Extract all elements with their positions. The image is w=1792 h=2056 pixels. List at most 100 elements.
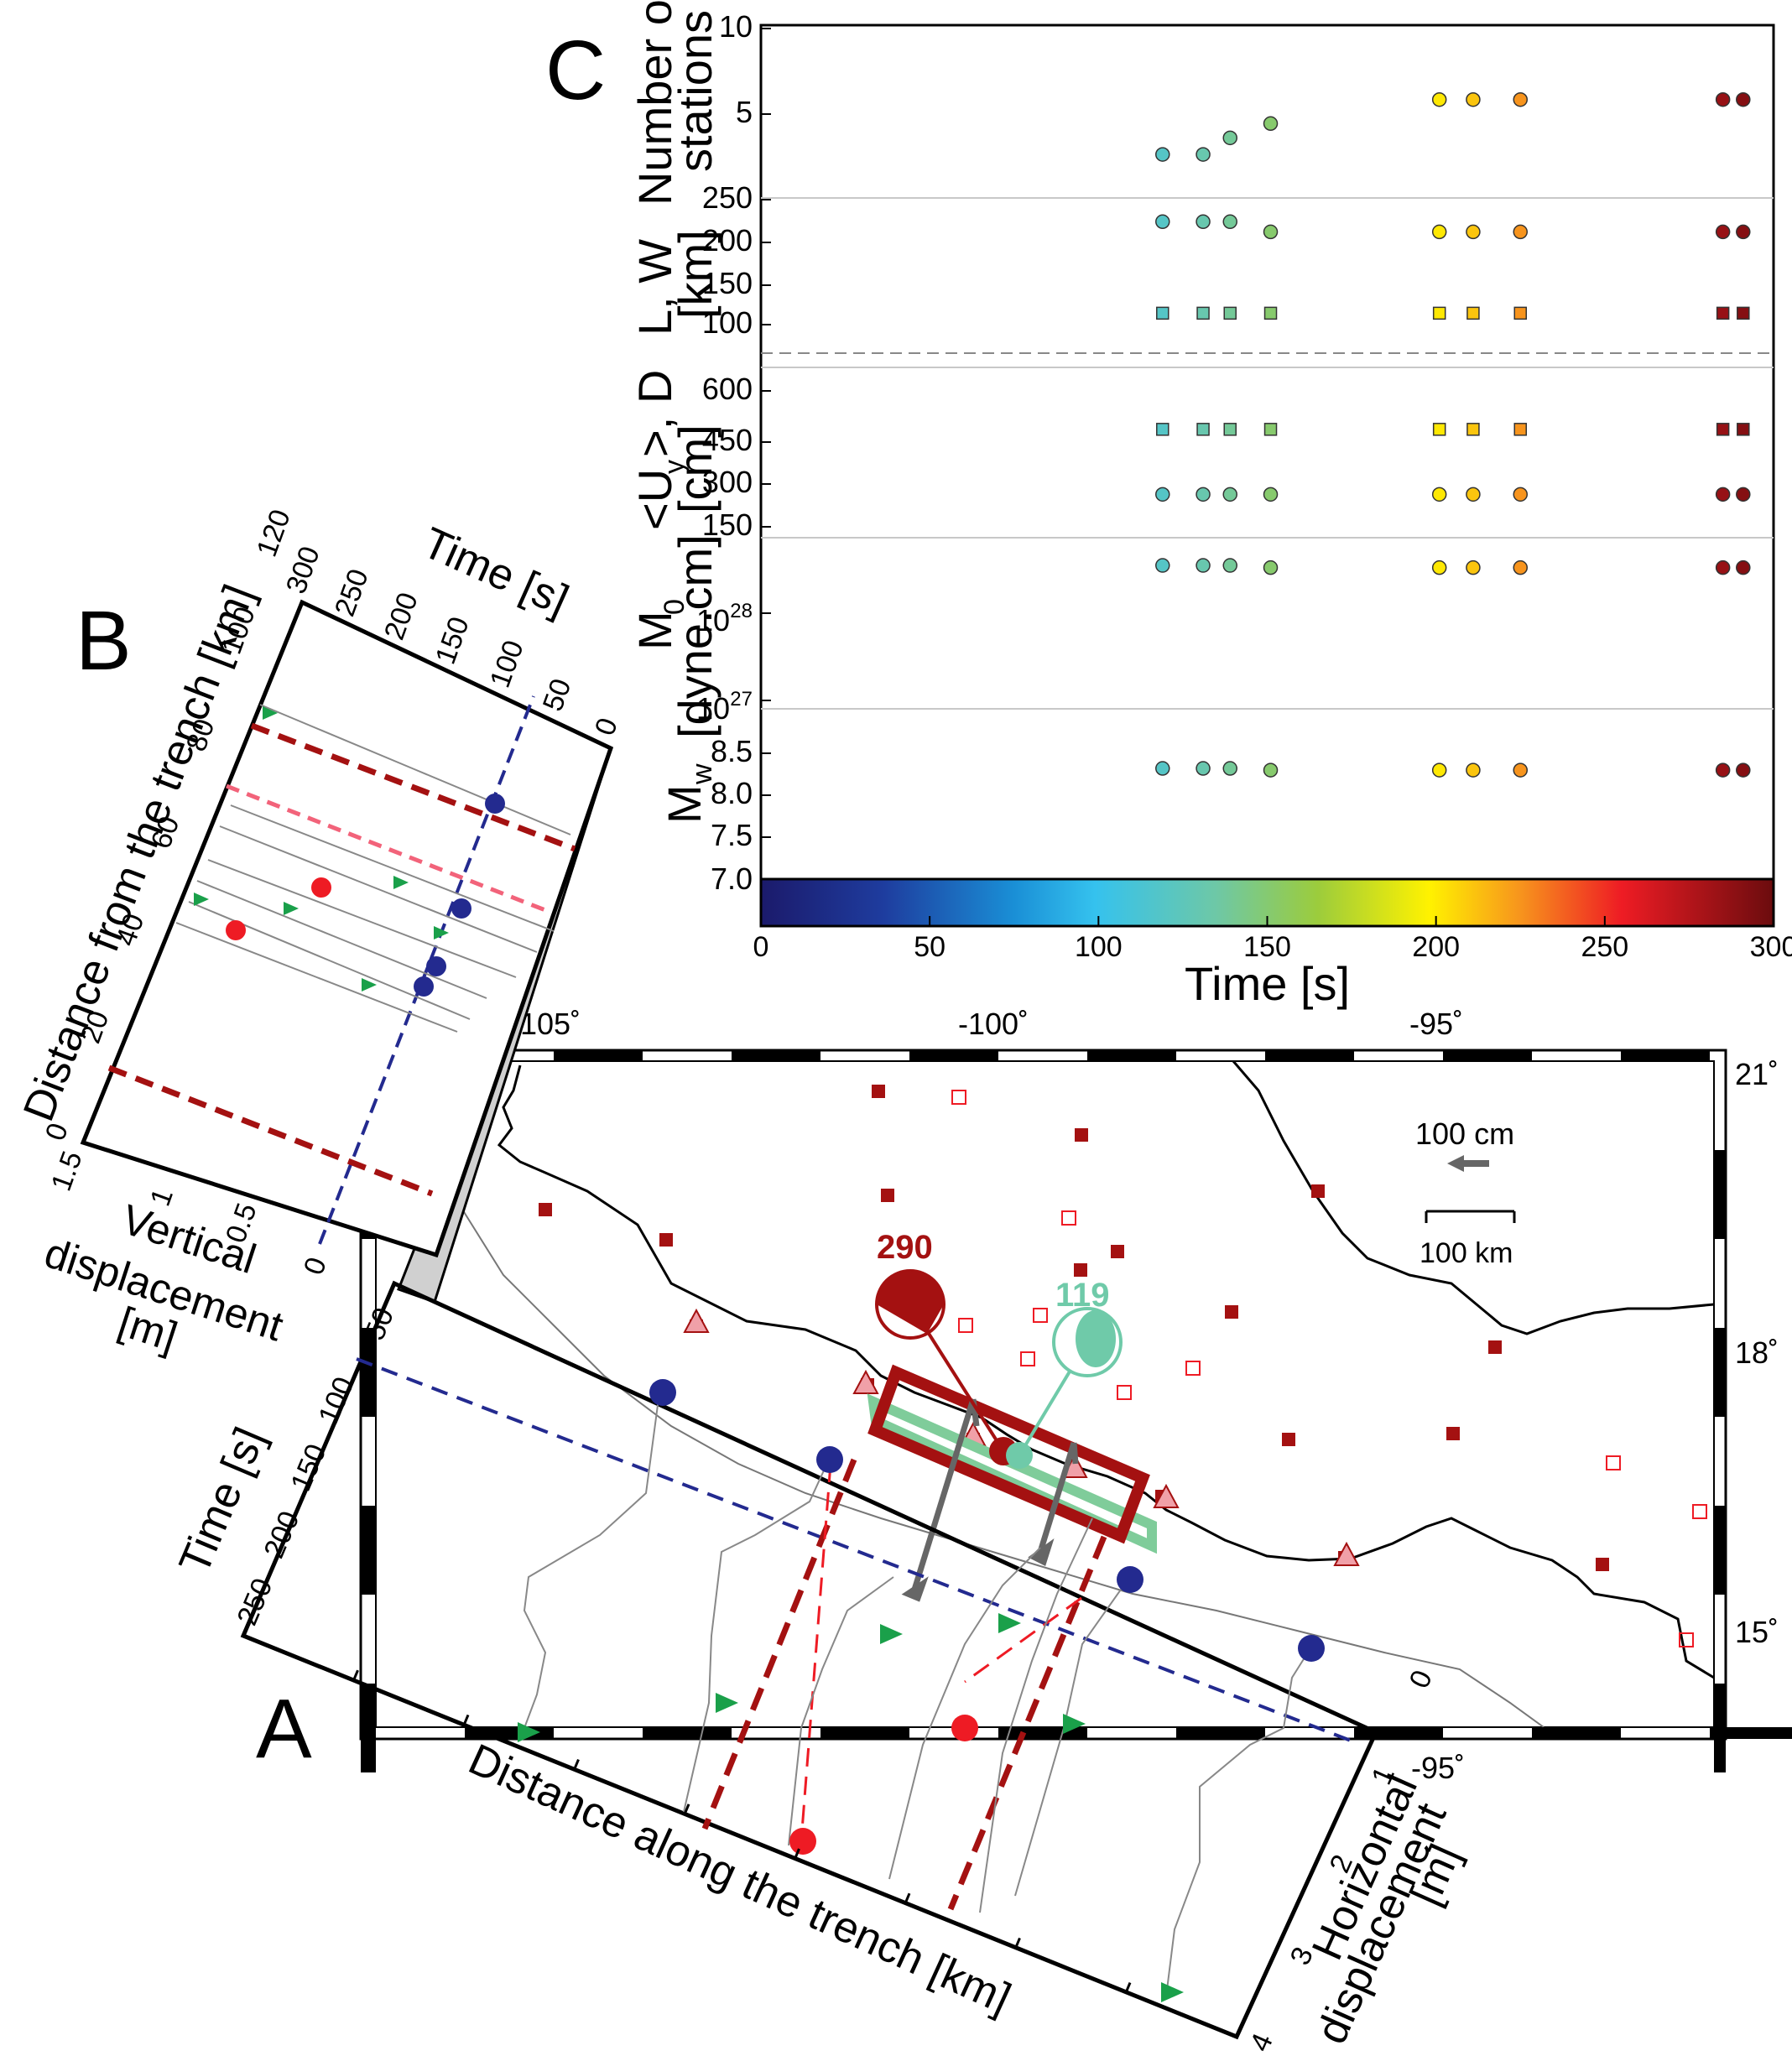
- data-point: [1263, 487, 1279, 502]
- border-segment: [554, 1050, 643, 1061]
- data-point: [1155, 147, 1170, 162]
- panel-a-frame: [240, 1280, 1379, 2040]
- coastline-gulf: [1232, 1061, 1714, 1335]
- a-edge-tick: [1014, 1937, 1021, 1949]
- data-point: [1715, 487, 1731, 502]
- data-point: [1222, 761, 1237, 776]
- data-point: [1431, 487, 1447, 502]
- station-filled: [539, 1203, 552, 1216]
- vector-scale-label: 100 cm: [1415, 1116, 1514, 1151]
- station-filled: [1311, 1184, 1325, 1198]
- data-point: [1155, 761, 1170, 776]
- a-blue-dot: [1117, 1566, 1143, 1593]
- time-tick-label: 150: [430, 612, 476, 668]
- data-point: [1222, 130, 1237, 146]
- b-green-marker: [284, 902, 299, 915]
- y-ticks: [761, 28, 771, 838]
- border-segment: [361, 1506, 376, 1595]
- time-tick-label: 0: [589, 714, 624, 740]
- ylabel-line: [dyne.cm]: [669, 534, 721, 738]
- data-point: [1513, 763, 1528, 778]
- a-green-marker: [716, 1693, 738, 1713]
- a-edge-tick: [904, 1892, 911, 1904]
- y-tick-exponent: 27: [730, 688, 753, 710]
- y-axis-labels: Number of stations L, W [km] <U y >, D […: [628, 0, 721, 824]
- ylabel-line: L, W: [628, 239, 681, 336]
- a-edge-tick: [462, 1714, 470, 1725]
- border-segment: [732, 1050, 820, 1061]
- border-segment: [1714, 1150, 1726, 1239]
- a-rupture-front: [356, 1357, 1352, 1742]
- a-green-marker: [1063, 1714, 1086, 1734]
- y-tick-label: 10: [696, 603, 730, 638]
- time-tick-label: 100: [484, 636, 530, 691]
- a-edge-tick: [352, 1669, 359, 1681]
- data-point: [1513, 91, 1528, 107]
- ylabel-line: M: [658, 784, 711, 824]
- data-point-square: [1156, 306, 1169, 320]
- y-tick-label: 150: [702, 266, 753, 300]
- data-point: [1196, 147, 1211, 162]
- border-segment: [1532, 1727, 1621, 1739]
- a-waveform: [788, 1576, 894, 1846]
- x-tick-label: 150: [1243, 931, 1291, 963]
- border-segment: [1087, 1050, 1176, 1061]
- b-green-marker: [194, 893, 209, 906]
- data-point-square: [1223, 423, 1237, 436]
- lat-tick-label: 18˚: [1735, 1335, 1779, 1370]
- border-segment: [1714, 1506, 1726, 1595]
- ylabel-line: M: [628, 611, 681, 650]
- panel-c: C 0 50 100 150 200 250 300 10 5 250 200 150 10…: [545, 0, 1792, 1010]
- station-filled: [881, 1189, 894, 1202]
- y-tick-label: 7.0: [711, 861, 753, 896]
- data-point: [1155, 487, 1170, 502]
- data-point-square: [1263, 423, 1278, 436]
- station-filled: [1075, 1128, 1088, 1142]
- a-waveform: [888, 1547, 1041, 1880]
- a-red-dot: [951, 1715, 978, 1741]
- a-dashed-boundary: [947, 1535, 1107, 1911]
- hypocenter-119: [1006, 1442, 1033, 1469]
- tide-gauge-triangle: [852, 1369, 879, 1394]
- station-open: [1692, 1504, 1707, 1519]
- panel-c-frame: [759, 23, 1775, 881]
- ylabel-line: >, D: [628, 370, 681, 457]
- disp-tick-label: 4: [1244, 2029, 1279, 2056]
- data-point-square: [1513, 306, 1527, 320]
- station-filled: [1225, 1305, 1238, 1319]
- disp-tick-label: 0: [298, 1253, 333, 1279]
- y-tick-label: 100: [702, 305, 753, 340]
- station-filled: [1488, 1340, 1502, 1354]
- lon-tick-label: 105˚: [520, 1007, 581, 1041]
- a-blue-dot: [816, 1446, 843, 1473]
- data-point-square: [1156, 423, 1169, 436]
- data-point: [1466, 91, 1481, 107]
- data-point-square: [1466, 306, 1480, 320]
- map-frame: [359, 1049, 1727, 1741]
- data-point: [1513, 560, 1528, 575]
- b-rupture-front: [318, 695, 535, 1245]
- data-point: [1263, 116, 1279, 132]
- b-blue-dot: [414, 976, 434, 997]
- data-point-square: [1716, 423, 1730, 436]
- border-segment: [909, 1050, 998, 1061]
- y-tick-label: 10: [719, 9, 753, 44]
- data-point-square: [1196, 306, 1210, 320]
- y-tick-label: 250: [702, 180, 753, 215]
- a-waveform: [1014, 1580, 1128, 1897]
- station-filled: [1074, 1263, 1087, 1277]
- beachball-290-fill: [877, 1271, 944, 1334]
- border-segment: [1714, 1328, 1726, 1417]
- y-tick-label: 300: [702, 465, 753, 499]
- ylabel-line: [cm]: [669, 424, 721, 513]
- b-green-marker: [263, 706, 278, 720]
- y-tick-label: 7.5: [711, 818, 753, 852]
- border-segment: [1443, 1050, 1532, 1061]
- station-open: [1020, 1351, 1035, 1366]
- b-waveform: [259, 704, 571, 835]
- b-dashed-boundary: [226, 783, 546, 913]
- b-waveform: [207, 859, 517, 978]
- data-point: [1736, 487, 1751, 502]
- lon-tick-label: -95˚: [1409, 1007, 1463, 1041]
